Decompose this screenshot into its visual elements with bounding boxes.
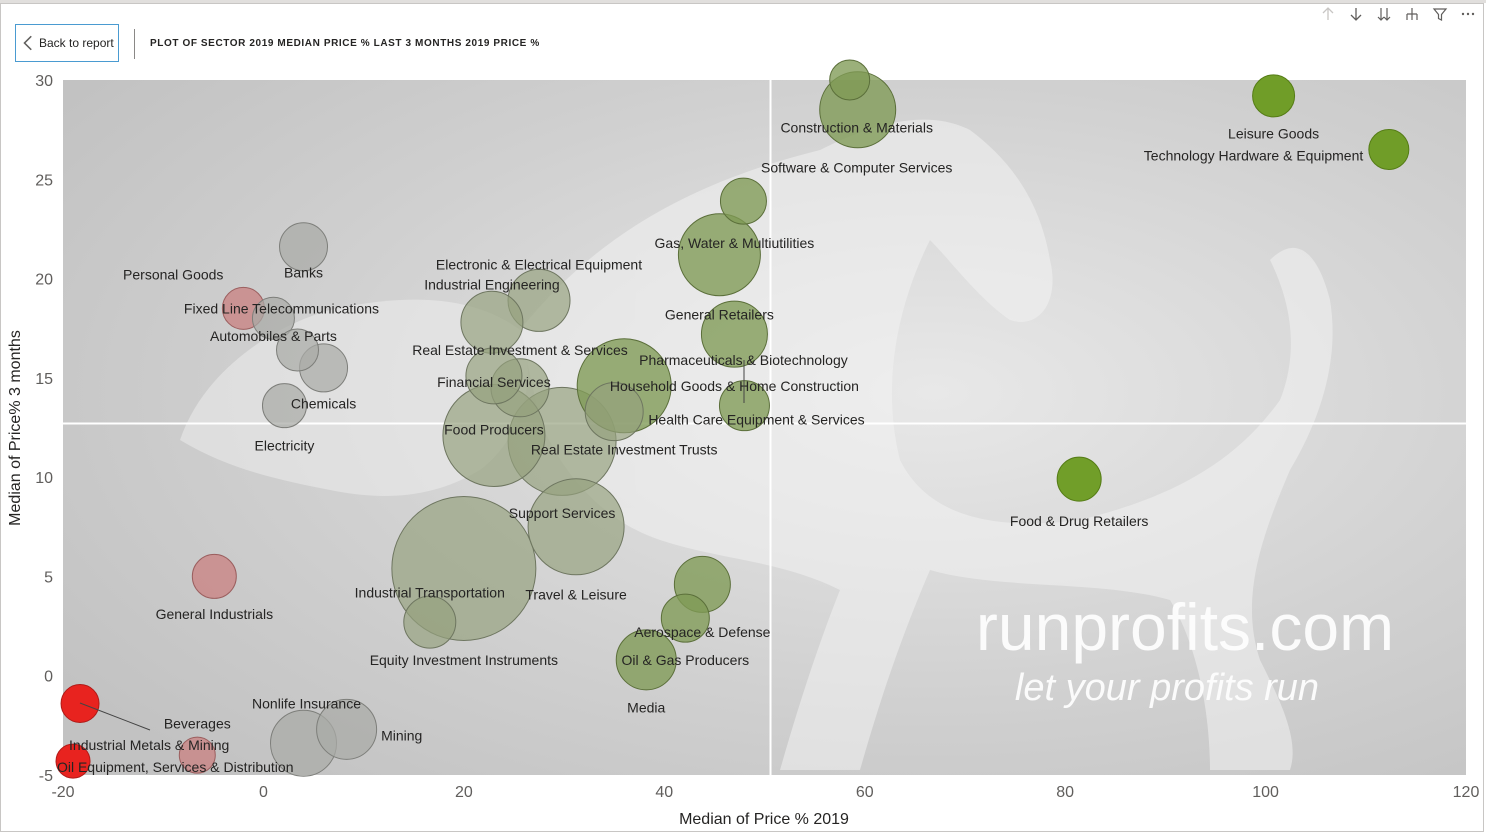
header-divider xyxy=(134,29,135,59)
scatter-bubble[interactable] xyxy=(316,698,378,760)
data-label: Food Producers xyxy=(444,421,544,437)
data-label: Media xyxy=(627,699,665,715)
scatter-bubble[interactable] xyxy=(276,328,320,372)
scatter-bubble[interactable] xyxy=(1056,456,1102,502)
y-tick-label: 5 xyxy=(44,569,53,586)
scatter-bubble[interactable] xyxy=(527,478,625,576)
watermark: runprofits.com let your profits run xyxy=(976,590,1394,709)
data-label: Electronic & Electrical Equipment xyxy=(436,257,642,273)
x-tick-label: 60 xyxy=(856,784,874,801)
scatter-bubble[interactable] xyxy=(261,383,307,429)
data-label: Food & Drug Retailers xyxy=(1010,513,1149,529)
y-tick-label: 25 xyxy=(35,172,53,189)
data-label: Chemicals xyxy=(291,396,356,412)
data-label: Leisure Goods xyxy=(1228,126,1319,142)
data-label: Oil & Gas Producers xyxy=(622,652,750,668)
data-label: Nonlife Insurance xyxy=(252,696,361,712)
data-label: Construction & Materials xyxy=(780,120,933,136)
data-label: Health Care Equipment & Services xyxy=(648,412,864,428)
x-tick-label: 100 xyxy=(1252,784,1279,801)
scatter-bubble[interactable] xyxy=(55,743,91,779)
y-tick-label: -5 xyxy=(39,768,53,785)
data-label: Electricity xyxy=(255,437,315,453)
watermark-line2: let your profits run xyxy=(1015,667,1319,709)
scatter-bubble[interactable] xyxy=(251,296,295,340)
data-label: Technology Hardware & Equipment xyxy=(1144,147,1364,163)
scatter-bubble[interactable] xyxy=(191,553,237,599)
data-label: Household Goods & Home Construction xyxy=(610,378,859,394)
data-label: Industrial Engineering xyxy=(424,277,559,293)
data-label: Industrial Transportation xyxy=(355,584,505,600)
data-label: Financial Services xyxy=(437,374,551,390)
data-label: Gas, Water & Multiutilities xyxy=(655,235,815,251)
scatter-bubble[interactable] xyxy=(660,593,710,643)
scatter-bubble[interactable] xyxy=(465,347,523,405)
filter-icon[interactable] xyxy=(1432,6,1448,22)
data-label: Beverages xyxy=(164,715,231,731)
drill-up-icon[interactable] xyxy=(1320,6,1336,22)
visual-title: PLOT OF SECTOR 2019 MEDIAN PRICE % LAST … xyxy=(150,38,540,49)
scatter-bubble[interactable] xyxy=(279,222,329,272)
data-label: Mining xyxy=(381,727,422,743)
visual-toolbar xyxy=(1320,6,1476,22)
y-tick-label: 0 xyxy=(44,669,53,686)
scatter-bubble[interactable] xyxy=(403,595,457,649)
data-label: Software & Computer Services xyxy=(761,159,952,175)
data-label: Fixed Line Telecommunications xyxy=(184,300,379,316)
drill-down-icon[interactable] xyxy=(1348,6,1364,22)
x-tick-label: 0 xyxy=(259,784,268,801)
back-to-report-button[interactable]: Back to report xyxy=(15,24,119,62)
scatter-bubble[interactable] xyxy=(677,213,761,297)
scatter-bubble[interactable] xyxy=(178,736,216,774)
data-label: General Retailers xyxy=(665,306,774,322)
axis-ticks: -20 0 20 40 60 80 100 120 -5 0 5 10 15 20 25 30 xyxy=(35,73,1479,801)
x-tick-label: -20 xyxy=(51,784,74,801)
x-tick-label: 80 xyxy=(1056,784,1074,801)
data-labels: Construction & Materials Software & Compu… xyxy=(57,120,1363,775)
data-label: Equity Investment Instruments xyxy=(370,652,558,668)
scatter-bubble[interactable] xyxy=(584,382,644,442)
scatter-bubble[interactable] xyxy=(829,59,871,101)
data-label: Real Estate Investment & Services xyxy=(412,342,628,358)
y-tick-label: 10 xyxy=(35,470,53,487)
expand-all-icon[interactable] xyxy=(1376,6,1392,22)
x-tick-label: 40 xyxy=(655,784,673,801)
y-tick-label: 30 xyxy=(35,73,53,90)
back-button-label: Back to report xyxy=(39,36,114,50)
y-tick-label: 20 xyxy=(35,272,53,289)
scatter-bubble[interactable] xyxy=(719,177,767,225)
scatter-bubble[interactable] xyxy=(615,629,677,691)
chevron-left-icon xyxy=(23,35,32,51)
data-label: Oil Equipment, Services & Distribution xyxy=(57,759,294,775)
data-label: Travel & Leisure xyxy=(525,586,627,602)
data-label: Industrial Metals & Mining xyxy=(69,737,229,753)
data-label: General Industrials xyxy=(156,606,274,622)
scatter-bubble[interactable] xyxy=(1368,129,1410,170)
top-border xyxy=(0,0,1486,3)
watermark-line1: runprofits.com xyxy=(976,590,1394,664)
more-options-icon[interactable] xyxy=(1460,6,1476,22)
y-tick-label: 15 xyxy=(35,371,53,388)
data-points xyxy=(55,59,1410,779)
x-tick-label: 20 xyxy=(455,784,473,801)
data-label: Aerospace & Defense xyxy=(634,624,770,640)
y-axis-title: Median of Price% 3 months xyxy=(7,330,24,526)
data-label: Support Services xyxy=(509,505,616,521)
hierarchy-icon[interactable] xyxy=(1404,6,1420,22)
data-label: Real Estate Investment Trusts xyxy=(531,441,718,457)
visual-frame xyxy=(0,3,1484,832)
x-axis-title: Median of Price % 2019 xyxy=(679,811,849,828)
data-label: Personal Goods xyxy=(123,267,223,283)
data-label: Banks xyxy=(284,265,323,281)
x-tick-label: 120 xyxy=(1453,784,1480,801)
data-label: Automobiles & Parts xyxy=(210,328,337,344)
leader-line xyxy=(79,702,151,731)
scatter-bubble[interactable] xyxy=(1252,74,1296,118)
scatter-bubble[interactable] xyxy=(700,300,768,368)
data-label: Pharmaceuticals & Biotechnology xyxy=(639,352,848,368)
